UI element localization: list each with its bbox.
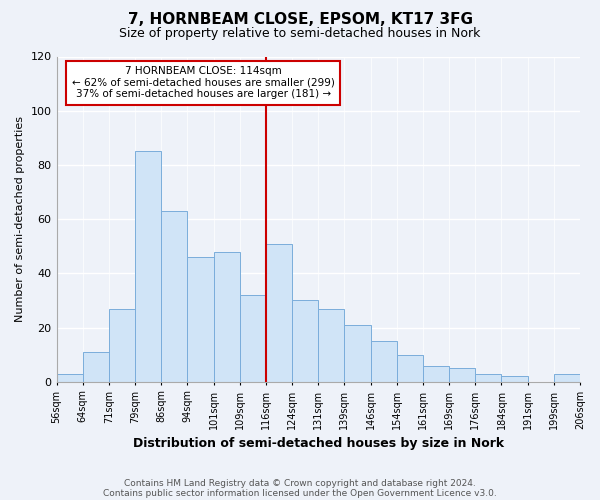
Bar [344, 325, 371, 382]
Bar [161, 211, 187, 382]
Bar [135, 152, 161, 382]
Bar [292, 300, 318, 382]
Bar [371, 341, 397, 382]
X-axis label: Distribution of semi-detached houses by size in Nork: Distribution of semi-detached houses by … [133, 437, 504, 450]
Bar [449, 368, 475, 382]
Text: Contains public sector information licensed under the Open Government Licence v3: Contains public sector information licen… [103, 488, 497, 498]
Text: 7 HORNBEAM CLOSE: 114sqm
← 62% of semi-detached houses are smaller (299)
37% of : 7 HORNBEAM CLOSE: 114sqm ← 62% of semi-d… [71, 66, 335, 100]
Bar [318, 308, 344, 382]
Bar [240, 295, 266, 382]
Bar [214, 252, 240, 382]
Bar [187, 257, 214, 382]
Y-axis label: Number of semi-detached properties: Number of semi-detached properties [15, 116, 25, 322]
Text: Size of property relative to semi-detached houses in Nork: Size of property relative to semi-detach… [119, 28, 481, 40]
Bar [423, 366, 449, 382]
Text: 7, HORNBEAM CLOSE, EPSOM, KT17 3FG: 7, HORNBEAM CLOSE, EPSOM, KT17 3FG [128, 12, 473, 28]
Bar [266, 244, 292, 382]
Bar [56, 374, 83, 382]
Bar [397, 354, 423, 382]
Bar [83, 352, 109, 382]
Text: Contains HM Land Registry data © Crown copyright and database right 2024.: Contains HM Land Registry data © Crown c… [124, 478, 476, 488]
Bar [475, 374, 502, 382]
Bar [554, 374, 580, 382]
Bar [109, 308, 135, 382]
Bar [502, 376, 527, 382]
